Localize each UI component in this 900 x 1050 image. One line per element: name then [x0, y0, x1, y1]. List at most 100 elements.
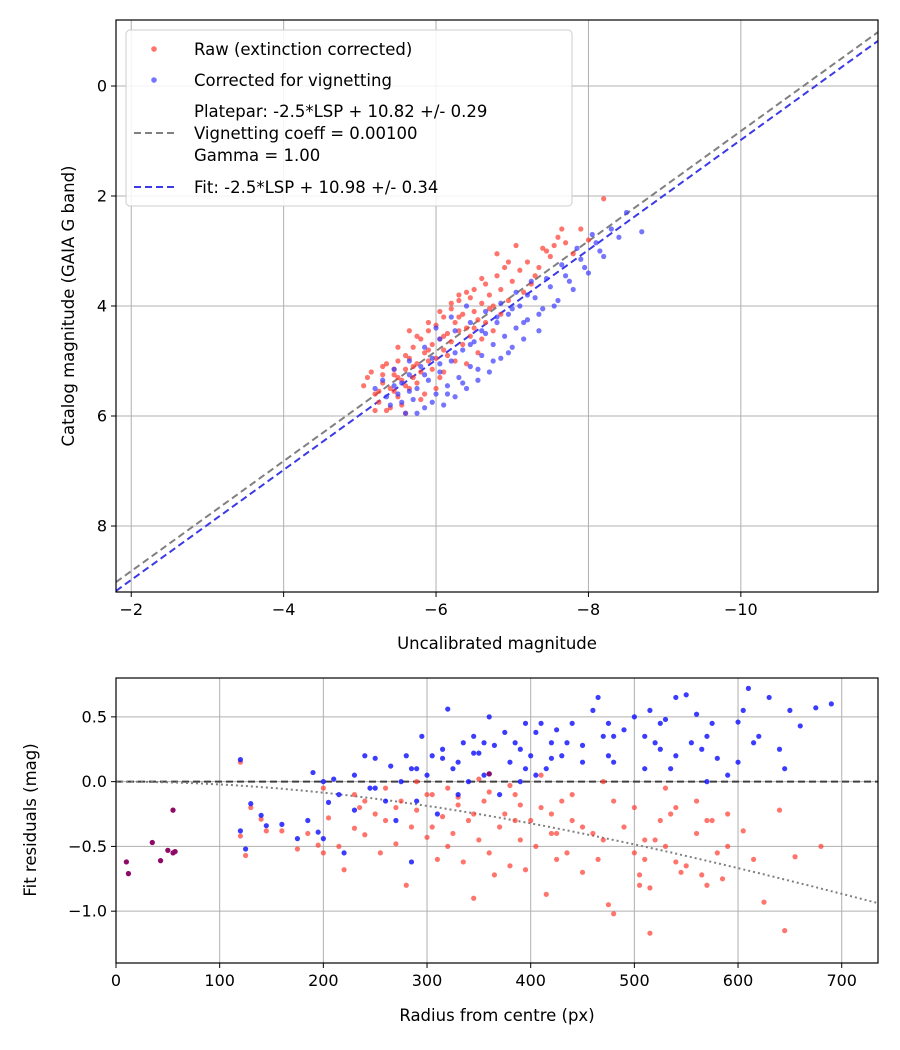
corrected-point [490, 341, 496, 348]
raw-residual-point [776, 807, 783, 813]
corrected-point [410, 396, 416, 403]
x-tick-label: 700 [826, 971, 857, 990]
corrected-point [444, 391, 451, 397]
raw-point [490, 303, 496, 309]
overlap-residual-point [123, 859, 129, 865]
corrected-point [513, 289, 519, 295]
corrected-point [540, 306, 546, 312]
corrected-residual-point [331, 776, 337, 782]
raw-point [418, 336, 424, 342]
raw-point [585, 237, 592, 243]
corrected-point [509, 344, 515, 350]
raw-residual-point [320, 785, 326, 791]
legend-raw-label: Raw (extinction corrected) [194, 40, 412, 59]
raw-residual-point [792, 854, 798, 860]
corrected-residual-point [828, 701, 834, 707]
raw-point [414, 380, 420, 386]
corrected-residual-point [668, 766, 674, 772]
raw-residual-point [439, 814, 446, 820]
raw-residual-point [502, 811, 508, 817]
raw-point [422, 391, 428, 397]
corrected-residual-point [704, 779, 710, 785]
overlap-residual-point [149, 839, 155, 846]
raw-point [490, 328, 496, 334]
raw-point [437, 308, 443, 315]
corrected-point [391, 366, 397, 372]
raw-residual-point [631, 850, 637, 856]
raw-residual-point [662, 843, 669, 850]
raw-residual-point [647, 930, 653, 936]
corrected-point [532, 295, 538, 301]
raw-point [402, 352, 409, 359]
legend-box [125, 29, 573, 207]
corrected-residual-point [481, 772, 487, 778]
raw-residual-point [445, 785, 451, 791]
corrected-point [460, 347, 466, 353]
corrected-residual-point [693, 711, 700, 717]
raw-residual-point [362, 798, 368, 804]
raw-point [471, 308, 477, 315]
raw-point [418, 369, 424, 375]
raw-residual-point [543, 891, 549, 897]
corrected-point [494, 314, 500, 320]
raw-residual-point [564, 850, 570, 856]
corrected-residual-point [507, 759, 513, 765]
corrected-residual-point [408, 859, 415, 865]
raw-residual-point [782, 928, 788, 934]
overlap-residual-point [486, 771, 492, 777]
corrected-residual-point [543, 766, 549, 772]
overlap-residual-point [172, 848, 178, 855]
raw-residual-point [668, 811, 674, 817]
raw-residual-point [631, 804, 637, 811]
corrected-point [524, 317, 531, 323]
corrected-point [608, 226, 614, 232]
top-legend: Raw (extinction corrected) Corrected for… [125, 29, 573, 207]
corrected-residual-point [652, 740, 658, 746]
bottom-scatter-points [123, 685, 834, 936]
raw-point [456, 292, 462, 298]
corrected-residual-point [460, 740, 466, 746]
corrected-point [562, 273, 569, 279]
raw-residual-point [455, 802, 461, 808]
raw-residual-point [725, 843, 731, 850]
raw-point [555, 234, 561, 240]
raw-point [376, 399, 382, 405]
raw-residual-point [554, 856, 560, 862]
corrected-point [585, 270, 592, 276]
corrected-residual-point [579, 742, 586, 748]
corrected-residual-point [263, 823, 269, 829]
raw-residual-point [538, 804, 544, 811]
raw-point [475, 350, 481, 356]
corrected-residual-point [341, 850, 347, 856]
corrected-point [422, 405, 428, 411]
raw-residual-point [636, 882, 643, 888]
corrected-point [623, 209, 630, 216]
corrected-point [452, 350, 458, 356]
corrected-point [463, 385, 470, 392]
corrected-residual-point [382, 798, 389, 804]
raw-point [383, 361, 390, 367]
corrected-point [456, 374, 462, 381]
corrected-residual-point [403, 753, 409, 759]
top-x-ticks: −2 −4 −6 −8 −10 [119, 592, 758, 619]
raw-residual-point [429, 824, 435, 830]
corrected-point [406, 388, 412, 394]
corrected-residual-point [310, 769, 316, 776]
corrected-residual-point [388, 763, 394, 769]
corrected-point [498, 355, 504, 361]
x-tick-label: 0 [111, 971, 121, 990]
raw-point [562, 240, 569, 246]
corrected-point [448, 314, 454, 320]
raw-point [441, 314, 447, 320]
raw-residual-point [471, 811, 477, 817]
raw-residual-point [242, 852, 249, 859]
corrected-residual-point [455, 791, 461, 798]
corrected-residual-point [704, 733, 710, 739]
raw-point [498, 286, 504, 293]
raw-residual-point [320, 850, 326, 856]
corrected-point [513, 325, 519, 331]
raw-point [505, 259, 512, 265]
raw-residual-point [605, 902, 612, 908]
corrected-point [475, 366, 481, 372]
corrected-residual-point [393, 817, 399, 824]
